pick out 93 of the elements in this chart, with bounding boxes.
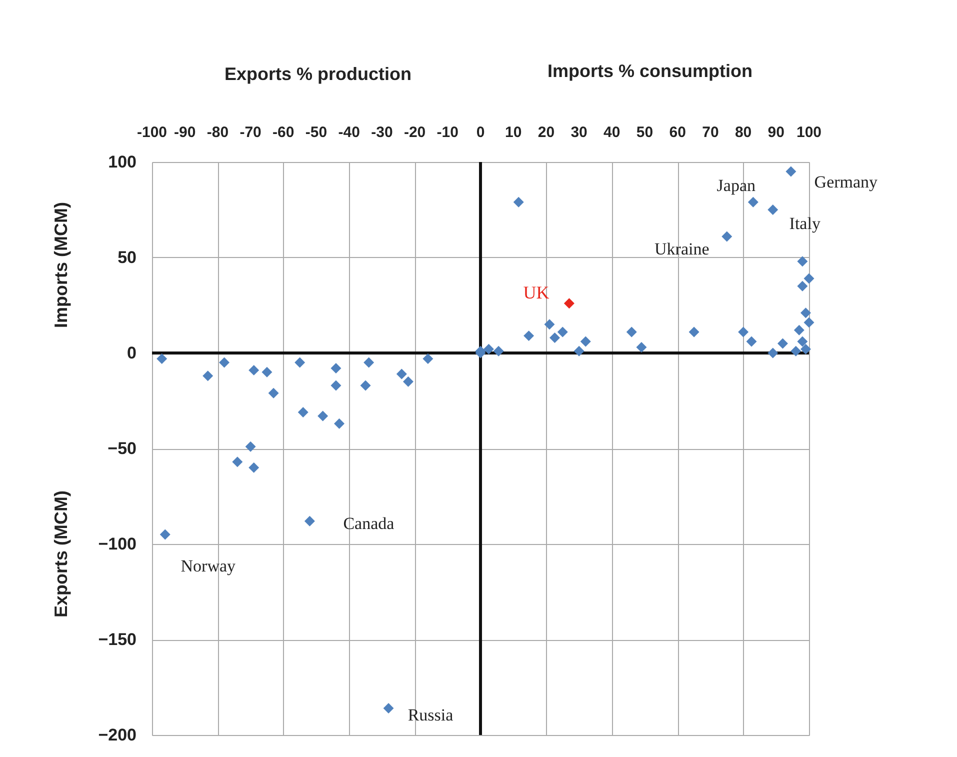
x-tick-label: -50 (305, 124, 328, 141)
point (768, 204, 778, 215)
text: Exports (MCM) (51, 490, 71, 618)
point (688, 326, 700, 338)
point (524, 330, 534, 342)
x-tick-label: 60 (669, 124, 686, 141)
point (298, 406, 308, 418)
annotation: Russia (408, 705, 454, 724)
x-tick-label: -40 (338, 124, 360, 141)
point (248, 364, 260, 376)
annotation: Italy (789, 214, 821, 233)
y-tick-label: −100 (98, 534, 136, 554)
point (800, 344, 811, 354)
x-tick-label: 30 (570, 124, 588, 141)
y-tick-label: −200 (98, 726, 136, 744)
point (580, 336, 591, 347)
point (768, 348, 778, 358)
point (800, 308, 811, 318)
point (330, 363, 342, 374)
point (360, 380, 371, 391)
point (626, 326, 637, 338)
point (232, 456, 243, 468)
x-tick-label: 80 (734, 124, 752, 141)
point (334, 418, 344, 429)
y-axis-title: Imports (MCM) (51, 202, 71, 328)
point (804, 273, 814, 284)
point (786, 166, 796, 177)
point (790, 346, 802, 356)
y-tick-label: 50 (118, 248, 136, 267)
point (364, 357, 374, 368)
x-tick-label: -10 (436, 124, 458, 141)
point (797, 280, 808, 292)
point (304, 516, 315, 526)
x-tick-label: 70 (702, 124, 719, 141)
point (722, 231, 732, 242)
y-tick-label: 100 (108, 152, 136, 172)
point (564, 298, 574, 309)
y-tick-label: −150 (98, 630, 136, 649)
point (160, 529, 170, 540)
point (797, 256, 808, 267)
point (544, 319, 555, 330)
annotation: Japan (716, 176, 756, 196)
point (396, 368, 407, 380)
x-tick-label: -70 (240, 124, 262, 141)
x-tick-label: 40 (604, 124, 620, 141)
x-tick-label: 50 (636, 124, 654, 141)
annotation: Ukraine (654, 239, 710, 258)
x-axis-title: Exports % production (224, 64, 412, 84)
point (318, 410, 328, 422)
point (574, 346, 584, 356)
point (268, 388, 279, 398)
x-tick-label: 20 (538, 124, 555, 141)
point (777, 338, 788, 349)
point (402, 376, 414, 387)
point (493, 346, 504, 356)
point (422, 353, 434, 364)
x-tick-label: -80 (206, 124, 229, 141)
x-tick-label: -60 (272, 124, 294, 141)
point (202, 370, 214, 382)
point (330, 380, 342, 391)
point (748, 196, 758, 208)
point (219, 357, 230, 368)
point (738, 326, 749, 338)
point (549, 332, 560, 343)
annotation: Germany (814, 172, 878, 192)
point (156, 353, 168, 364)
point (262, 366, 272, 378)
point (804, 317, 814, 328)
point (636, 342, 647, 353)
point (557, 326, 568, 338)
point (383, 703, 394, 714)
point (245, 441, 256, 452)
series-label: UK (523, 282, 550, 302)
x-tick-label: -100 (136, 124, 168, 141)
point (746, 336, 757, 347)
text: Imports % consumption (547, 61, 753, 81)
point (513, 196, 524, 208)
point (794, 324, 804, 336)
x-tick-label: 10 (505, 124, 522, 141)
x-tick-label: -30 (371, 124, 393, 141)
x-tick-label: 0 (476, 124, 485, 141)
point (294, 357, 306, 368)
x-tick-label: -20 (404, 124, 426, 141)
annotation: Canada (343, 514, 395, 534)
point (797, 336, 808, 347)
x-tick-label: 90 (768, 124, 784, 141)
point (483, 344, 494, 354)
y-tick-label: 0 (127, 344, 136, 362)
x-tick-label: 100 (796, 124, 822, 141)
annotation: Norway (180, 556, 236, 576)
point (248, 462, 260, 473)
x-tick-label: -90 (174, 124, 196, 141)
y-tick-label: −50 (108, 439, 136, 458)
